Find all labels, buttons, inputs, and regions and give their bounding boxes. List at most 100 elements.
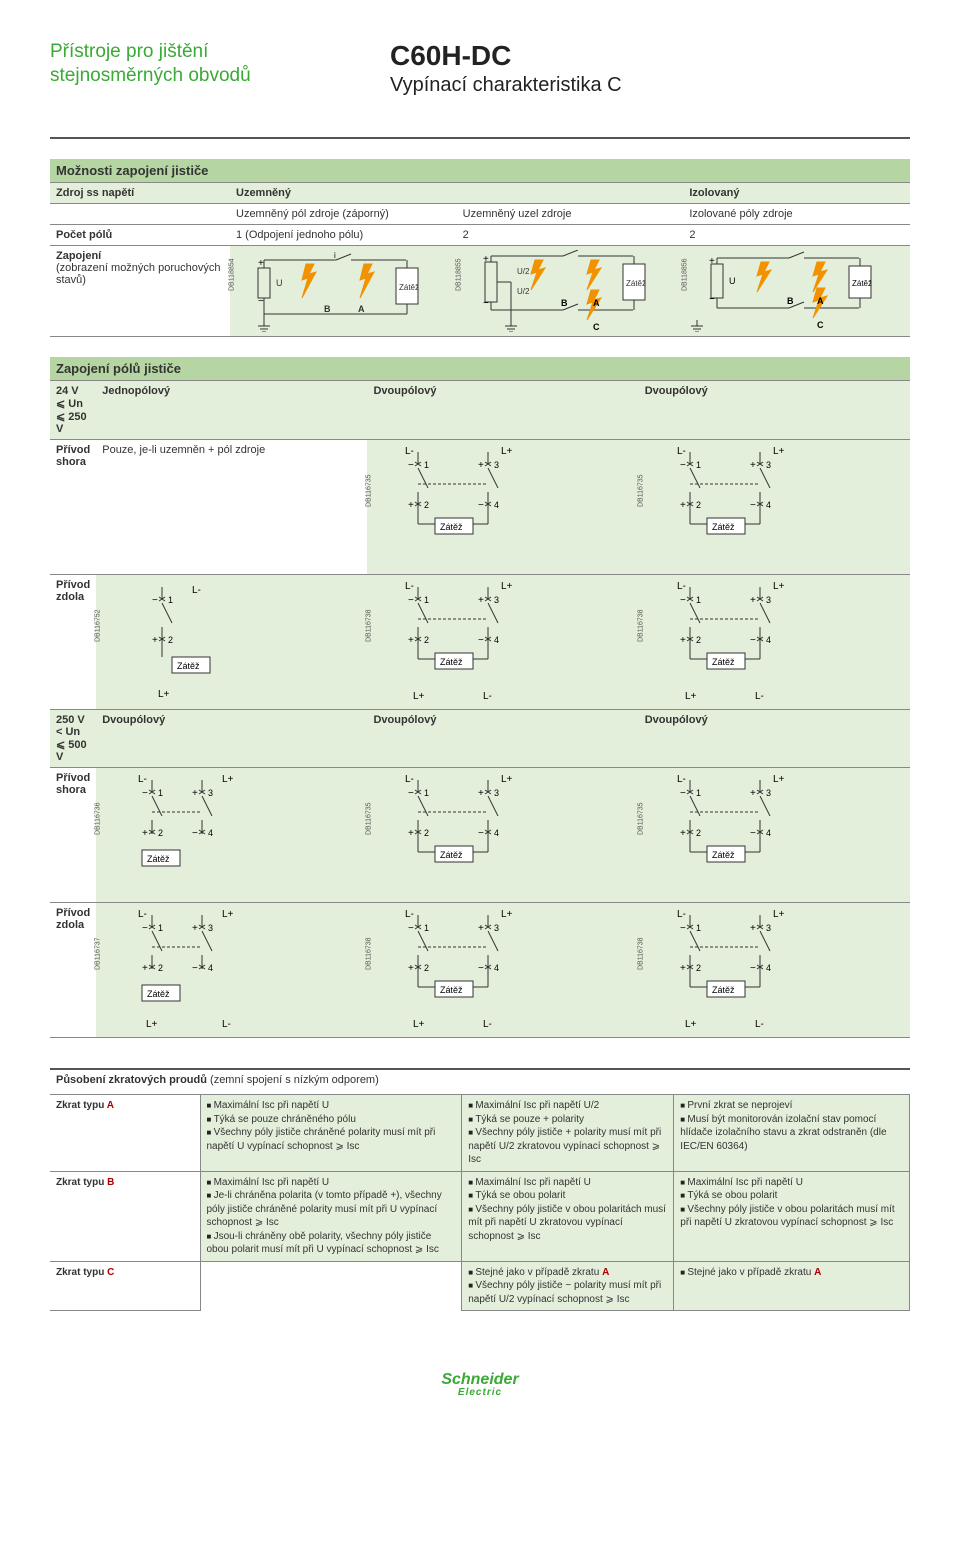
svg-text:−: − (408, 923, 414, 934)
svg-text:L+: L+ (413, 1019, 425, 1030)
svg-text:1: 1 (424, 460, 429, 470)
svg-text:Zátěž: Zátěž (440, 522, 463, 532)
model-code: C60H-DC (390, 40, 622, 72)
svg-text:L+: L+ (501, 909, 513, 920)
db-c: DB116752 (95, 609, 102, 642)
svg-text:+: + (680, 828, 686, 839)
source-isolated: Izolovaný (683, 183, 910, 204)
svg-text:−: − (680, 460, 686, 471)
svg-text:L+: L+ (773, 774, 785, 785)
svg-text:L-: L- (677, 446, 686, 457)
short-circuit-table: Zkrat typu A Maximální Isc při napětí UT… (50, 1094, 910, 1311)
breaker-svg-bottom: 12−+34+−L-L+ZátěžL+L- (373, 907, 553, 1032)
sc-c-c3: Stejné jako v případě zkratu A (674, 1261, 910, 1311)
breaker-svg-series-bottom: 12−+34+−L-L+ZátěžL+L- (102, 907, 282, 1032)
svg-text:U: U (276, 278, 283, 288)
svg-text:Zátěž: Zátěž (852, 279, 872, 288)
svg-text:C: C (593, 322, 600, 332)
svg-text:Zátěž: Zátěž (440, 850, 463, 860)
sc-row-c-label: Zkrat typu C (50, 1261, 200, 1311)
svg-text:Zátěž: Zátěž (177, 661, 200, 671)
svg-text:3: 3 (766, 923, 771, 933)
svg-text:+: + (750, 595, 756, 606)
svg-text:L-: L- (405, 581, 414, 592)
svg-text:A: A (593, 298, 600, 308)
svg-text:+: + (192, 788, 198, 799)
cat-line2: stejnosměrných obvodů (50, 65, 251, 86)
svg-text:+: + (478, 595, 484, 606)
breaker-svg: 12−+34+−L-L+Zátěž (645, 444, 825, 569)
svg-text:−: − (478, 635, 484, 646)
breaker-svg-bottom: 12−+34+−L-L+ZátěžL+L- (645, 579, 825, 704)
source-sub-2: Uzemně­ný uzel zdroje (457, 204, 684, 225)
svg-text:L+: L+ (773, 581, 785, 592)
svg-text:3: 3 (208, 788, 213, 798)
db-k: DB116738 (637, 937, 644, 970)
diag-r3c1: DB116736 12−+34+−L-L+Zátěž (96, 768, 367, 903)
breaker-svg-bottom: 12−+34+−L-L+ZátěžL+L- (373, 579, 553, 704)
breaker-svg: 12−+34+−L-L+Zátěž (373, 444, 553, 569)
svg-text:Zátěž: Zátěž (712, 657, 735, 667)
footer: Schneider Electric (50, 1371, 910, 1398)
breaker-svg-single: 12−+L-ZátěžL+ (102, 579, 282, 704)
svg-text:i: i (334, 251, 336, 260)
svg-text:+: + (142, 828, 148, 839)
svg-text:L+: L+ (222, 774, 234, 785)
svg-text:−: − (680, 595, 686, 606)
db-h: DB116735 (637, 802, 644, 835)
svg-text:L-: L- (755, 691, 764, 702)
svg-text:1: 1 (158, 923, 163, 933)
svg-text:3: 3 (766, 460, 771, 470)
single-note: Pouze, je-li uzemněn + pól zdroje (96, 440, 367, 575)
svg-text:Zátěž: Zátěž (440, 657, 463, 667)
svg-text:3: 3 (494, 923, 499, 933)
svg-text:3: 3 (494, 788, 499, 798)
db-j: DB116738 (366, 937, 373, 970)
connection-options-table: Zdroj ss napětí Uzemně­ný Izolovaný Uzem… (50, 183, 910, 337)
svg-text:2: 2 (696, 500, 701, 510)
svg-text:2: 2 (696, 635, 701, 645)
svg-text:−: − (680, 923, 686, 934)
svg-text:−: − (750, 500, 756, 511)
svg-text:+: + (750, 788, 756, 799)
range1-label: 24 V ⩽ Un ⩽ 250 V (50, 381, 96, 440)
svg-text:−: − (258, 296, 264, 307)
db-i: DB116737 (95, 937, 102, 970)
svg-text:Zátěž: Zátěž (399, 283, 419, 292)
svg-text:4: 4 (766, 635, 771, 645)
svg-text:+: + (680, 500, 686, 511)
svg-text:Zátěž: Zátěž (440, 985, 463, 995)
svg-text:+: + (408, 828, 414, 839)
svg-text:L-: L- (677, 909, 686, 920)
table2-title: Zapojení pólů jističe (50, 357, 910, 381)
svg-text:L-: L- (755, 1019, 764, 1030)
sc-title-text: Působení zkratových proudů (56, 1074, 207, 1086)
sc-title-paren: (zemní spojení s nízkým odporem) (210, 1074, 379, 1086)
svg-text:L+: L+ (413, 691, 425, 702)
svg-text:−: − (680, 788, 686, 799)
db-d: DB116738 (366, 609, 373, 642)
breaker-svg-series: 12−+34+−L-L+Zátěž (102, 772, 282, 897)
diag-r1c3: DB116735 12−+34+−L-L+Zátěž (639, 440, 910, 575)
col-double-1: Dvoupólový (367, 381, 638, 440)
svg-text:2: 2 (424, 500, 429, 510)
svg-text:U/2: U/2 (517, 267, 530, 276)
svg-text:L-: L- (138, 909, 147, 920)
col-double-4: Dvoupólový (367, 710, 638, 768)
col-double-5: Dvoupólový (639, 710, 910, 768)
row-feed-bottom-1: Přívod zdola (50, 575, 96, 710)
svg-text:C: C (817, 320, 824, 330)
diag-r2c3: DB116738 12−+34+−L-L+ZátěžL+L- (639, 575, 910, 710)
svg-text:U/2: U/2 (517, 287, 530, 296)
cat-line1: Přístroje pro jištění (50, 41, 208, 62)
sc-c-c1-empty (200, 1261, 462, 1311)
svg-text:+: + (478, 788, 484, 799)
svg-text:−: − (750, 963, 756, 974)
svg-text:L+: L+ (501, 774, 513, 785)
svg-text:−: − (408, 595, 414, 606)
svg-text:3: 3 (766, 595, 771, 605)
db-ref-1: DB118854 (229, 258, 236, 291)
svg-text:Zátěž: Zátěž (712, 985, 735, 995)
svg-text:3: 3 (494, 595, 499, 605)
svg-text:+: + (192, 923, 198, 934)
